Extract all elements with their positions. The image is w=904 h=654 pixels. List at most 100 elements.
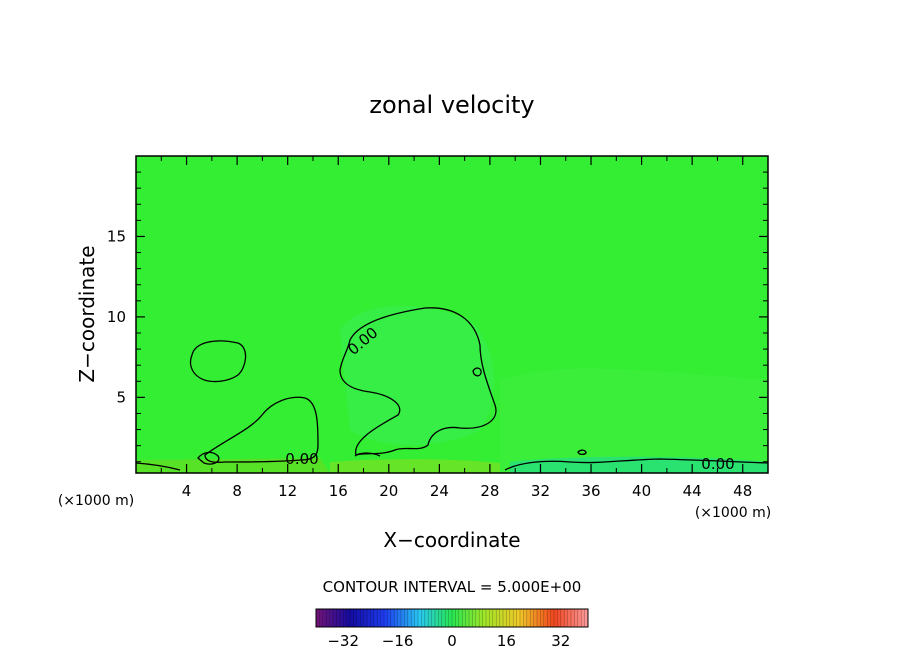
colorbar-cell	[513, 609, 517, 627]
colorbar-cell	[499, 609, 504, 627]
colorbar-cell	[458, 609, 463, 627]
colorbar-tick-label: 16	[497, 632, 516, 650]
colorbar-cell	[482, 609, 487, 627]
contour-line	[136, 462, 181, 471]
colorbar-cell	[489, 609, 494, 627]
colorbar-cell	[339, 609, 344, 627]
colorbar-cell	[503, 609, 507, 627]
colorbar-cell	[380, 609, 385, 627]
x-axis: 4 8 12 16 20 24 28 32 36 40 44 48	[160, 156, 752, 500]
colorbar-cell	[567, 609, 572, 627]
colorbar-cell	[448, 609, 453, 627]
field-shading	[136, 306, 768, 473]
colorbar-cell	[390, 609, 395, 627]
colorbar-cell	[336, 609, 341, 627]
colorbar-tick-label: 32	[551, 632, 570, 650]
colorbar-cell	[326, 609, 330, 627]
colorbar-cell	[401, 609, 405, 627]
contour-line	[472, 367, 482, 377]
colorbar-cell	[438, 609, 443, 627]
colorbar-cell	[424, 609, 429, 627]
contour-line	[577, 449, 587, 456]
colorbar-cell	[387, 609, 392, 627]
colorbar-cell	[421, 609, 426, 627]
colorbar-cell	[571, 609, 575, 627]
x-tick-label: 36	[581, 482, 600, 500]
colorbar-cell	[363, 609, 368, 627]
x-tick-label: 40	[632, 482, 651, 500]
contour-line	[339, 307, 497, 456]
colorbar-cell	[469, 609, 473, 627]
colorbar-cell	[377, 609, 381, 627]
colorbar-cell	[516, 609, 521, 627]
colorbar-cell	[445, 609, 449, 627]
colorbar-cell	[353, 609, 358, 627]
z-unit-label: (×1000 m)	[58, 493, 134, 509]
colorbar-cell	[452, 609, 456, 627]
colorbar-cell	[414, 609, 419, 627]
x-tick-label: 32	[531, 482, 550, 500]
contour-lines	[136, 307, 768, 471]
y-tick-label: 15	[107, 227, 126, 245]
colorbar	[315, 608, 589, 628]
colorbar-cell	[322, 609, 327, 627]
x-tick-label: 4	[182, 482, 192, 500]
colorbar-cell	[384, 609, 388, 627]
colorbar-cell	[537, 609, 541, 627]
contour-line	[189, 340, 247, 383]
colorbar-cell	[577, 609, 582, 627]
colorbar-cell	[574, 609, 579, 627]
colorbar-cell	[557, 609, 562, 627]
x-tick-label: 28	[480, 482, 499, 500]
colorbar-cell	[479, 609, 483, 627]
colorbar-cell	[492, 609, 497, 627]
x-axis-label: X−coordinate	[383, 528, 520, 552]
colorbar-cell	[506, 609, 511, 627]
colorbar-cell	[540, 609, 545, 627]
colorbar-cell	[520, 609, 524, 627]
colorbar-cell	[584, 609, 589, 627]
colorbar-frame	[315, 608, 589, 628]
y-axis-label: Z−coordinate	[75, 245, 99, 382]
colorbar-cell	[554, 609, 558, 627]
colorbar-cell	[547, 609, 551, 627]
colorbar-tick-label: −16	[382, 632, 414, 650]
x-tick-label: 44	[683, 482, 702, 500]
colorbar-tick-label: 0	[447, 632, 457, 650]
y-tick-label: 10	[107, 308, 126, 326]
contour-line	[504, 458, 768, 471]
colorbar-cell	[333, 609, 337, 627]
y-axis: 5 10 15	[107, 171, 768, 463]
contour-line	[354, 452, 381, 457]
colorbar-cell	[350, 609, 354, 627]
colorbar-cell	[523, 609, 528, 627]
colorbar-cell	[564, 609, 568, 627]
colorbar-cell	[431, 609, 436, 627]
colorbar-cell	[367, 609, 371, 627]
colorbar-cell	[329, 609, 334, 627]
colorbar-cell	[319, 609, 324, 627]
colorbar-cell	[356, 609, 361, 627]
colorbar-cell	[581, 609, 585, 627]
contour-line	[197, 451, 220, 465]
plot-area: 0.00 0.00 0.00 4 8 12 16 20 24 28 32 36 40 44 48 51…	[107, 155, 769, 500]
colorbar-cell	[441, 609, 446, 627]
x-tick-label: 20	[379, 482, 398, 500]
plot-frame	[135, 155, 769, 474]
colorbar-cell	[397, 609, 402, 627]
colorbar-cell	[455, 609, 460, 627]
colorbar-cell	[404, 609, 409, 627]
chart-title: zonal velocity	[369, 91, 534, 119]
colorbar-cell	[560, 609, 565, 627]
colorbar-cell	[472, 609, 477, 627]
colorbar-cell	[346, 609, 351, 627]
x-tick-label: 24	[430, 482, 449, 500]
colorbar-cell	[550, 609, 555, 627]
x-tick-label: 8	[232, 482, 242, 500]
colorbar-cell	[530, 609, 534, 627]
colorbar-cell	[509, 609, 514, 627]
colorbar-cell	[496, 609, 500, 627]
colorbar-cell	[373, 609, 378, 627]
colorbar-cell	[462, 609, 466, 627]
